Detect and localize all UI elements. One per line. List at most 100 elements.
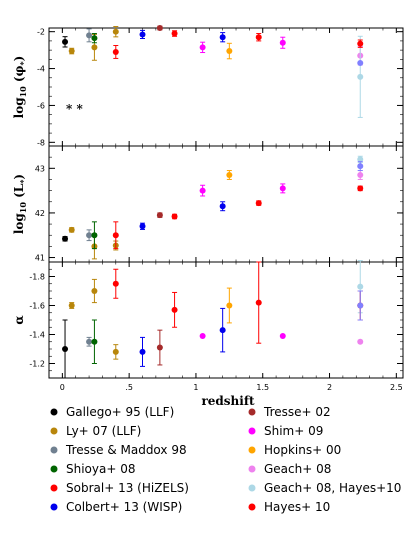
data-point	[219, 327, 226, 334]
panel-frame	[48, 145, 404, 263]
data-point	[357, 185, 364, 192]
legend-label: Shim+ 09	[264, 424, 323, 438]
data-point	[156, 25, 163, 31]
y-tick-label: -1.2	[29, 360, 45, 369]
data-point	[171, 213, 178, 220]
legend-marker	[50, 408, 58, 416]
y-tick-label: 41	[35, 254, 45, 263]
legend-marker	[248, 484, 256, 492]
legend-marker	[50, 427, 58, 435]
data-point	[219, 203, 226, 210]
data-point	[357, 60, 364, 67]
data-point	[86, 338, 93, 345]
data-point	[226, 48, 233, 55]
data-point	[68, 48, 75, 55]
data-point	[226, 302, 233, 309]
data-point	[357, 156, 364, 163]
x-tick-label: 2	[327, 383, 332, 392]
y-tick-label: 43	[35, 164, 45, 173]
data-point	[156, 344, 163, 351]
data-point	[199, 332, 206, 339]
data-point	[199, 187, 206, 194]
legend-label: Geach+ 08, Hayes+10	[264, 481, 401, 495]
legend-marker	[248, 503, 256, 511]
x-axis-title: redshift	[201, 394, 255, 408]
data-point	[255, 299, 262, 306]
x-tick-label: 0	[60, 383, 65, 392]
legend-label: Colbert+ 13 (WISP)	[66, 500, 182, 514]
x-tick-label: .5	[125, 383, 133, 392]
data-point	[68, 302, 75, 309]
legend-label: Sobral+ 13 (HiZELS)	[66, 481, 189, 495]
data-point	[226, 172, 233, 178]
data-point	[255, 200, 262, 207]
data-point	[112, 280, 119, 287]
y-tick-label: -1.4	[29, 331, 45, 340]
y-tick-label: -6	[37, 101, 45, 110]
data-point	[357, 40, 364, 47]
legend-label: Tresse & Maddox 98	[65, 443, 187, 457]
legend: Gallego+ 95 (LLF) Ly+ 07 (LLF) Tresse & Ma…	[50, 405, 401, 514]
legend-label: Hayes+ 10	[264, 500, 330, 514]
data-point	[357, 302, 364, 309]
y-axis-title: log10 (L*)	[12, 174, 28, 234]
data-point	[91, 35, 98, 42]
x-tick-label: 1.5	[256, 383, 269, 392]
data-point	[357, 283, 364, 290]
legend-marker	[248, 427, 256, 435]
data-point	[68, 226, 75, 233]
data-point	[139, 31, 146, 38]
data-point	[86, 32, 93, 39]
data-point	[91, 44, 98, 51]
data-point	[279, 332, 286, 339]
y-tick-label: -4	[37, 65, 45, 74]
data-point	[91, 232, 98, 239]
data-point	[279, 39, 286, 46]
data-point	[357, 163, 364, 170]
y-tick-label: -1.8	[29, 273, 45, 282]
panel-frame	[48, 27, 404, 147]
legend-label: Ly+ 07 (LLF)	[66, 424, 141, 438]
data-point	[62, 346, 69, 352]
data-point	[91, 338, 98, 345]
panel-1: -8 -6 -4 -2 log10 (φ*) * *	[12, 25, 404, 147]
legend-marker	[50, 446, 58, 454]
data-point	[112, 232, 119, 239]
data-point	[171, 306, 178, 313]
data-point	[279, 185, 286, 192]
data-point	[139, 348, 146, 355]
data-point	[91, 288, 98, 294]
legend-marker	[248, 465, 256, 473]
data-point	[199, 44, 206, 51]
y-tick-label: -8	[37, 138, 45, 147]
panel-2: 41 42 43 log10 (L*)	[12, 145, 404, 263]
legend-marker	[50, 503, 58, 511]
legend-label: Geach+ 08	[264, 462, 331, 476]
y-tick-label: -1.6	[29, 302, 45, 311]
legend-marker	[50, 484, 58, 492]
data-point	[357, 338, 364, 345]
panel-frame	[48, 261, 404, 379]
legend-label: Shioya+ 08	[66, 462, 136, 476]
data-point	[86, 232, 93, 239]
legend-label: Hopkins+ 00	[264, 443, 341, 457]
panel-annotation: * *	[66, 102, 83, 116]
y-tick-label: 42	[35, 209, 45, 218]
data-point	[156, 212, 163, 219]
data-point	[357, 73, 364, 80]
data-point	[62, 235, 69, 242]
data-point	[112, 348, 119, 355]
x-tick-label: 1	[193, 383, 198, 392]
data-point	[139, 223, 146, 230]
data-point	[357, 172, 364, 178]
y-tick-label: -2	[37, 28, 45, 37]
legend-label: Gallego+ 95 (LLF)	[66, 405, 174, 419]
legend-marker	[50, 465, 58, 473]
x-tick-label: 2.5	[390, 383, 403, 392]
data-point	[171, 30, 178, 37]
data-point	[112, 48, 119, 55]
legend-marker	[248, 408, 256, 416]
y-axis-title: α	[12, 315, 26, 324]
legend-label: Tresse+ 02	[263, 405, 331, 419]
